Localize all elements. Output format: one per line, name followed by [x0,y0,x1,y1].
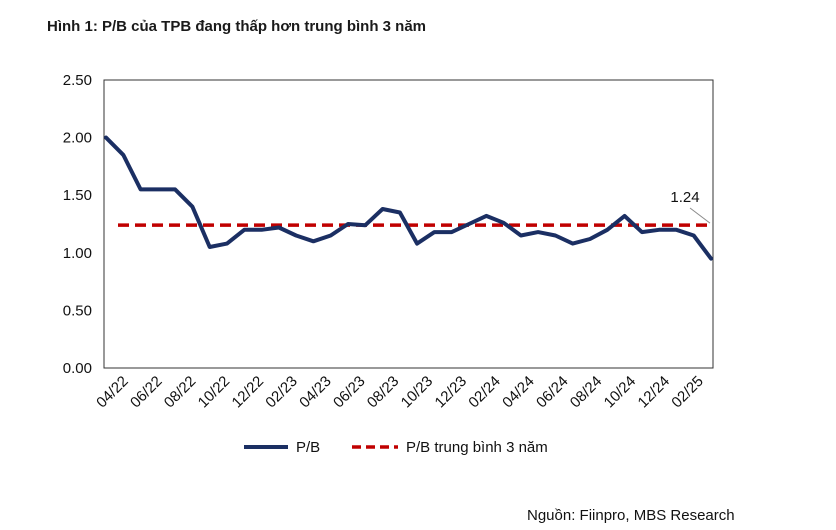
x-tick-label: 08/24 [567,373,606,412]
x-tick-label: 04/24 [499,373,538,412]
plot-area-frame [103,79,714,369]
x-tick-label: 04/22 [93,373,132,412]
x-tick-label: 06/24 [533,373,572,412]
x-tick-label: 10/23 [398,373,437,412]
y-tick-label: 0.50 [63,302,92,319]
x-tick-label: 08/23 [364,373,403,412]
figure-title: Hình 1: P/B của TPB đang thấp hơn trung … [47,18,426,35]
legend-pb-label: P/B [296,439,320,456]
x-tick-label: 08/22 [161,373,200,412]
x-tick-label: 02/23 [262,373,301,412]
legend-average-label: P/B trung bình 3 năm [406,439,548,456]
x-tick-label: 02/25 [668,373,707,412]
average-callout-leader [689,207,711,224]
x-tick-label: 04/23 [296,373,335,412]
legend: P/B P/B trung bình 3 năm [244,439,548,456]
x-tick-label: 06/23 [330,373,369,412]
x-tick-label: 12/24 [635,373,674,412]
x-tick-label: 12/23 [432,373,471,412]
y-axis-ticks: 0.00 0.50 1.00 1.50 2.00 2.50 [63,72,92,377]
source-note: Nguồn: Fiinpro, MBS Research [527,507,735,524]
x-tick-label: 02/24 [465,373,504,412]
x-tick-label: 10/22 [195,373,234,412]
average-callout-label: 1.24 [670,189,699,206]
pb-series-line [104,135,713,261]
x-tick-label: 06/22 [127,373,166,412]
y-tick-label: 1.50 [63,187,92,204]
y-tick-label: 2.00 [63,130,92,147]
x-axis-ticks: 04/2206/2208/2210/2212/2202/2304/2306/23… [93,373,707,412]
x-tick-label: 12/22 [229,373,268,412]
y-tick-label: 2.50 [63,72,92,89]
y-tick-label: 1.00 [63,245,92,262]
y-tick-label: 0.00 [63,360,92,377]
x-tick-label: 10/24 [601,373,640,412]
